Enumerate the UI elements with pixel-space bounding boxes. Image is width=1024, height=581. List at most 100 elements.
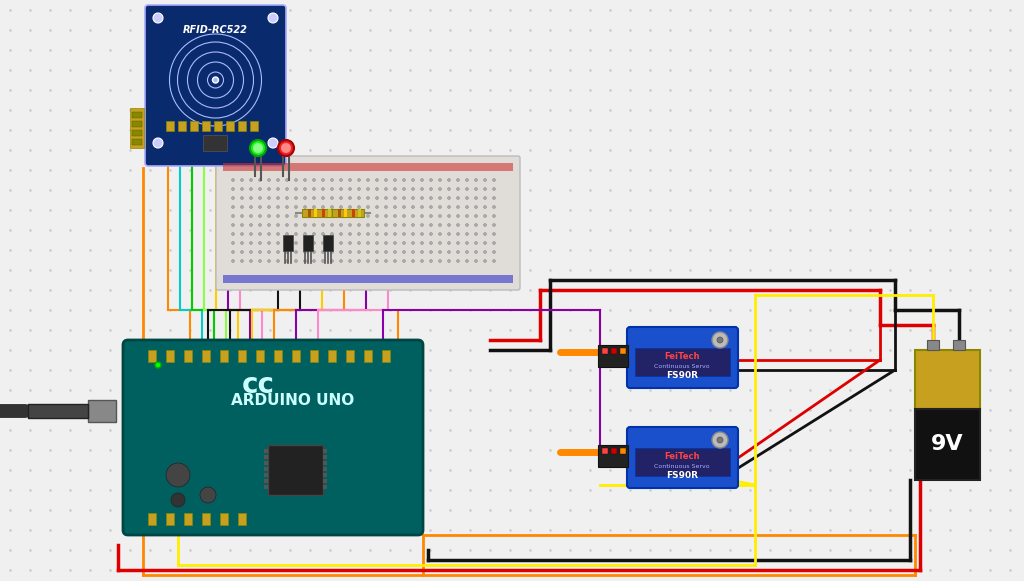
Text: FeiTech: FeiTech xyxy=(665,352,699,360)
Circle shape xyxy=(402,188,406,191)
Circle shape xyxy=(268,13,278,23)
Circle shape xyxy=(303,214,306,217)
Bar xyxy=(635,448,730,476)
Bar xyxy=(214,121,222,131)
Bar xyxy=(274,350,282,362)
Circle shape xyxy=(322,224,325,227)
Bar xyxy=(332,209,364,217)
Circle shape xyxy=(376,178,379,181)
Circle shape xyxy=(331,178,334,181)
Circle shape xyxy=(457,224,460,227)
Circle shape xyxy=(466,242,469,245)
Circle shape xyxy=(348,242,351,245)
Text: ARDUINO UNO: ARDUINO UNO xyxy=(231,393,354,407)
Circle shape xyxy=(429,242,432,245)
Bar xyxy=(382,350,390,362)
Circle shape xyxy=(295,196,298,199)
Circle shape xyxy=(384,250,387,253)
Circle shape xyxy=(231,178,234,181)
Circle shape xyxy=(340,242,342,245)
Circle shape xyxy=(258,188,261,191)
Circle shape xyxy=(376,224,379,227)
Circle shape xyxy=(250,232,253,235)
Circle shape xyxy=(474,260,477,263)
Circle shape xyxy=(322,206,325,209)
Circle shape xyxy=(357,250,360,253)
Circle shape xyxy=(231,260,234,263)
Circle shape xyxy=(457,206,460,209)
Bar xyxy=(190,121,198,131)
Circle shape xyxy=(447,242,451,245)
Circle shape xyxy=(429,214,432,217)
Circle shape xyxy=(483,196,486,199)
Circle shape xyxy=(357,188,360,191)
Circle shape xyxy=(250,214,253,217)
Circle shape xyxy=(402,224,406,227)
Circle shape xyxy=(447,250,451,253)
Circle shape xyxy=(466,232,469,235)
Circle shape xyxy=(483,214,486,217)
Circle shape xyxy=(231,250,234,253)
Circle shape xyxy=(483,250,486,253)
Bar xyxy=(927,340,939,350)
Circle shape xyxy=(438,242,441,245)
Circle shape xyxy=(340,232,342,235)
Circle shape xyxy=(331,224,334,227)
Circle shape xyxy=(466,250,469,253)
Bar xyxy=(323,485,327,489)
Circle shape xyxy=(402,178,406,181)
Bar xyxy=(264,461,268,465)
Circle shape xyxy=(367,214,370,217)
Circle shape xyxy=(447,178,451,181)
Circle shape xyxy=(231,232,234,235)
Circle shape xyxy=(429,178,432,181)
Circle shape xyxy=(250,224,253,227)
Circle shape xyxy=(267,250,270,253)
Circle shape xyxy=(466,260,469,263)
Circle shape xyxy=(303,260,306,263)
Circle shape xyxy=(312,206,315,209)
Circle shape xyxy=(376,206,379,209)
Circle shape xyxy=(267,214,270,217)
Circle shape xyxy=(438,214,441,217)
Bar xyxy=(250,121,258,131)
Circle shape xyxy=(303,206,306,209)
Circle shape xyxy=(231,224,234,227)
Bar xyxy=(223,163,513,171)
Circle shape xyxy=(483,260,486,263)
Circle shape xyxy=(312,178,315,181)
Circle shape xyxy=(393,214,396,217)
Bar xyxy=(292,350,300,362)
Circle shape xyxy=(438,260,441,263)
Bar xyxy=(338,209,341,217)
Bar xyxy=(328,350,336,362)
Circle shape xyxy=(241,242,244,245)
Circle shape xyxy=(402,250,406,253)
Circle shape xyxy=(376,188,379,191)
Circle shape xyxy=(312,188,315,191)
Circle shape xyxy=(466,178,469,181)
Bar xyxy=(220,350,228,362)
Circle shape xyxy=(393,260,396,263)
Circle shape xyxy=(367,232,370,235)
Circle shape xyxy=(421,206,424,209)
Circle shape xyxy=(447,214,451,217)
Circle shape xyxy=(303,250,306,253)
Text: FS90R: FS90R xyxy=(666,371,698,379)
Bar xyxy=(256,350,264,362)
Circle shape xyxy=(447,260,451,263)
Circle shape xyxy=(712,432,728,448)
Bar xyxy=(915,408,980,480)
Circle shape xyxy=(258,250,261,253)
Circle shape xyxy=(286,214,289,217)
Circle shape xyxy=(493,232,496,235)
Bar xyxy=(308,209,311,217)
Circle shape xyxy=(231,242,234,245)
Circle shape xyxy=(312,224,315,227)
Bar xyxy=(220,513,228,525)
Circle shape xyxy=(429,196,432,199)
Circle shape xyxy=(421,196,424,199)
Bar xyxy=(323,467,327,471)
Bar xyxy=(358,209,361,217)
Bar xyxy=(268,445,323,495)
